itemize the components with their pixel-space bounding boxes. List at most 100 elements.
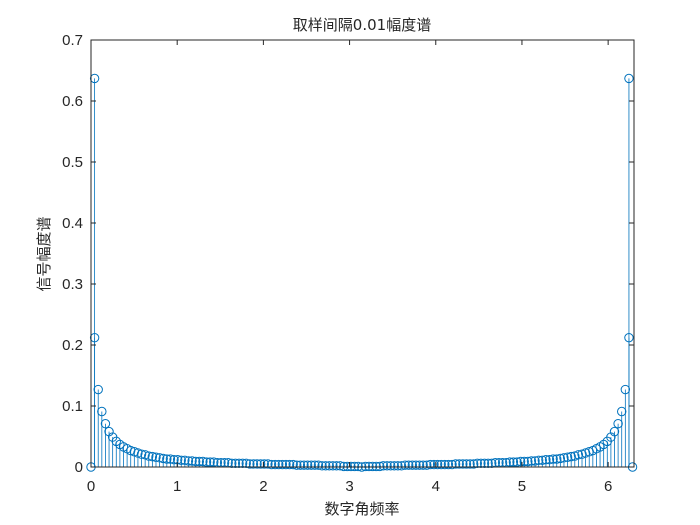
stem-marker [100,418,111,429]
stem-marker [476,458,486,469]
stem-marker [443,459,454,470]
stem-marker [299,460,309,470]
x-tick-label: 4 [432,478,440,495]
stem-marker [237,458,248,469]
stem-marker [479,458,490,469]
stem-marker [194,456,205,467]
stem-marker [162,454,172,464]
stem-marker [407,460,418,470]
stem-marker [613,418,623,429]
stem-marker [468,459,479,469]
stem-marker [320,461,331,471]
stem-marker [209,457,219,467]
y-tick-label: 0.3 [62,276,83,293]
stem-marker [544,454,555,465]
stem-marker [97,406,107,417]
stem-marker [483,458,493,469]
stem-marker [169,454,179,465]
stem-marker [617,406,627,417]
stem-marker [548,454,558,464]
stem-marker [136,449,147,459]
x-tick-label: 6 [604,478,612,495]
stem-marker [310,460,320,470]
stem-marker [346,461,356,472]
stem-marker [541,454,551,465]
stem-marker [400,460,410,470]
stem-marker [411,460,421,470]
stem-marker [245,459,255,469]
y-tick-label: 0.1 [62,398,83,415]
y-tick-label: 0.6 [62,93,83,110]
stem-marker [458,459,468,469]
stem-marker [508,457,519,467]
stem-marker [147,451,158,462]
stem-marker [624,73,634,84]
stem-marker [436,459,446,470]
stem-marker [487,458,497,469]
x-tick-label: 5 [518,478,526,495]
stem-marker [609,426,620,437]
stem-marker [227,458,237,469]
stem-marker [418,460,428,470]
stem-marker [230,458,241,469]
stem-marker [530,456,540,466]
stem-marker [440,459,450,470]
stem-marker [505,457,515,467]
stem-marker [367,461,378,472]
stem-marker [165,454,176,464]
stem-marker [339,461,349,472]
stem-marker [537,455,547,465]
stem-marker [360,461,371,472]
stem-marker [552,454,562,464]
stem-marker [295,460,306,470]
axes-ticks: 0 1 2 3 4 5 6 0 0.1 0.2 0.3 0.4 0.5 0.6 0.7 [62,32,634,495]
stem-marker [414,460,425,470]
stem-marker [425,459,436,470]
stem-marker [281,459,291,470]
stem-marker [259,459,269,469]
y-axis-label: 信号幅度谱 [35,216,53,291]
stem-marker [331,461,342,471]
stem-marker [364,461,374,472]
stem-marker [317,461,327,471]
stem-marker [371,461,381,472]
stem-marker [385,461,396,471]
stem-marker [353,461,363,472]
x-tick-label: 1 [173,478,181,495]
stem-marker [559,453,569,463]
stem-marker [447,459,457,470]
stem-marker [389,461,399,471]
stem-marker [454,459,464,469]
stem-marker [180,455,190,465]
stem-marker [450,459,461,469]
stem-marker [190,456,201,467]
stem-marker [158,453,168,464]
stem-marker [201,457,212,467]
stem-marker [284,459,295,470]
stem-marker [154,453,165,463]
stem-marker [396,461,407,471]
stem-marker [533,455,544,465]
x-tick-label: 2 [259,478,267,495]
stem-marker [512,457,522,467]
stem-marker [302,460,313,470]
stem-marker [432,459,443,470]
stem-marker [248,459,259,469]
stem-marker [382,461,392,471]
stem-marker [205,457,215,467]
stem-marker [93,384,103,395]
y-tick-label: 0.5 [62,154,83,171]
stem-marker [288,459,298,470]
stem-marker [266,459,277,470]
stem-marker [274,459,284,470]
stem-marker [515,456,526,467]
stem-marker [429,459,439,470]
y-tick-label: 0.2 [62,337,83,354]
stem-marker [620,384,631,395]
stem-marker [306,460,316,470]
stem-marker [151,452,161,462]
stem-marker [198,456,208,467]
stem-marker [404,460,414,470]
stem-marker [562,452,573,462]
